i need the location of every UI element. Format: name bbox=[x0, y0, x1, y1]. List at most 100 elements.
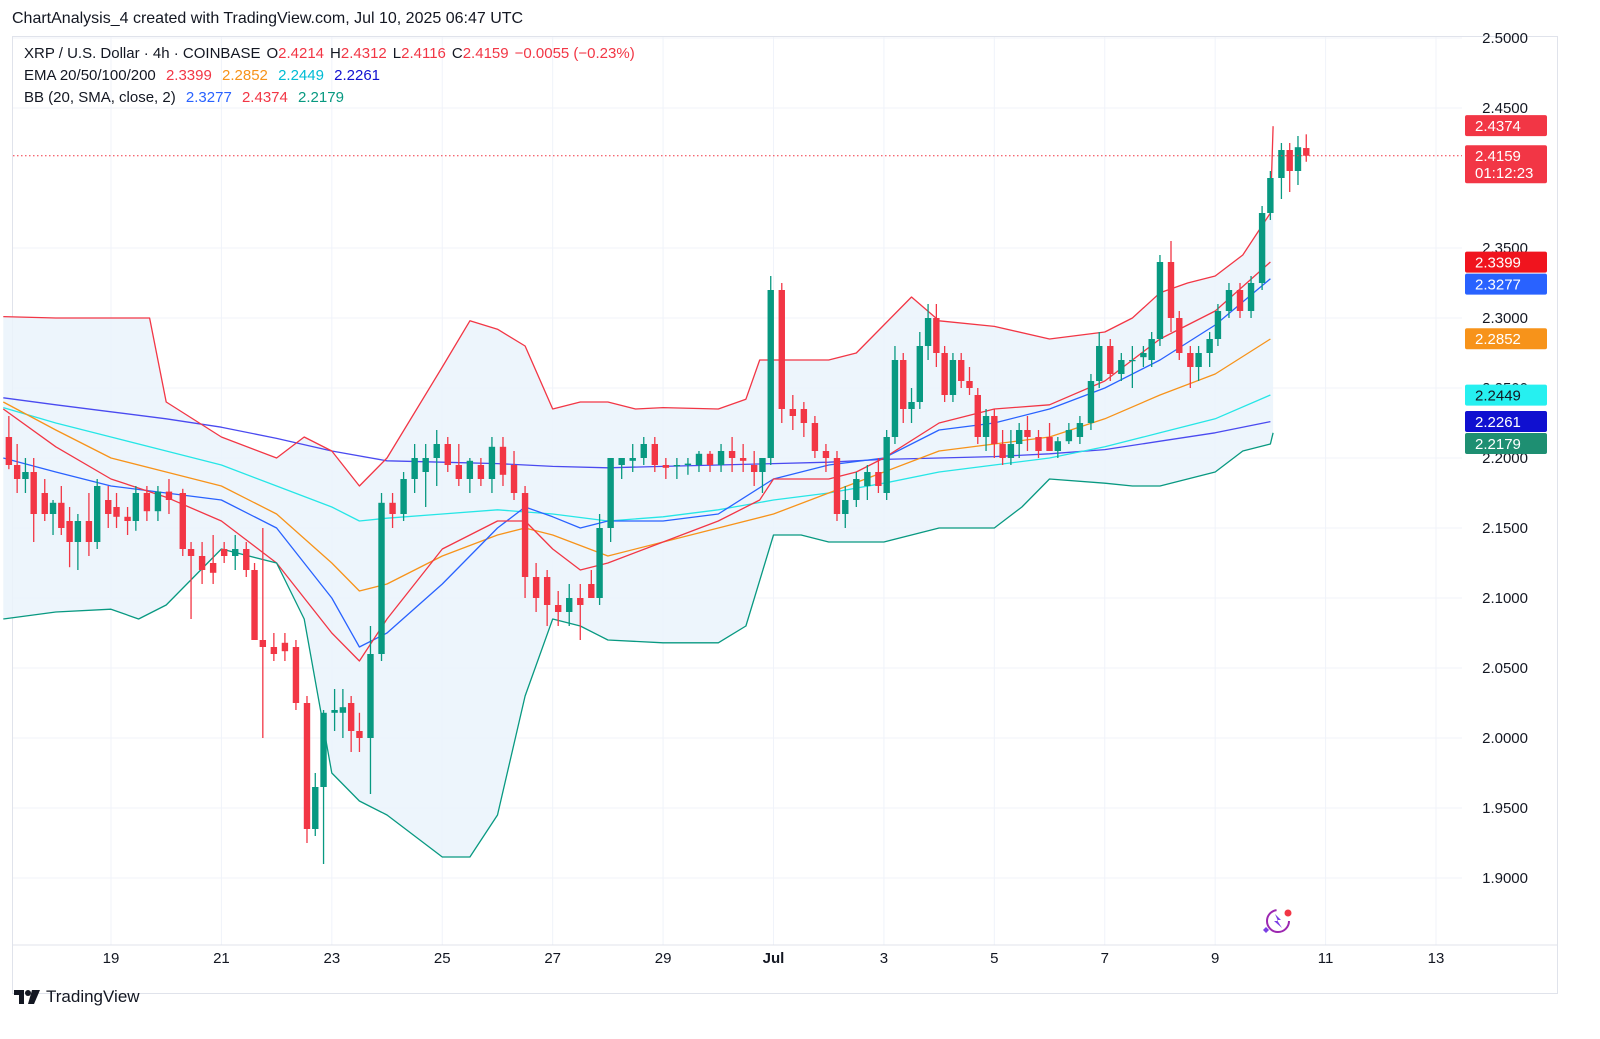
candle-up bbox=[74, 514, 82, 570]
candle-up bbox=[767, 276, 774, 465]
bb-basis-value: 2.3277 bbox=[185, 89, 232, 106]
candle-body bbox=[1247, 283, 1255, 311]
candle-up bbox=[853, 472, 860, 507]
candle-body bbox=[1087, 381, 1095, 423]
candle-body bbox=[1225, 290, 1233, 311]
candle-body bbox=[941, 353, 948, 395]
candle-body bbox=[999, 444, 1006, 458]
time-tick-label: 25 bbox=[434, 950, 451, 967]
candle-body bbox=[982, 416, 990, 437]
candle-down bbox=[66, 507, 73, 568]
candle-up bbox=[1195, 346, 1202, 381]
candle-body bbox=[883, 437, 890, 493]
bb-area bbox=[3, 126, 1274, 857]
time-tick-label: 27 bbox=[544, 950, 561, 967]
candle-body bbox=[673, 465, 681, 467]
candle-up bbox=[1140, 346, 1147, 367]
candle-down bbox=[958, 353, 965, 388]
tradingview-footer[interactable]: TradingView bbox=[14, 987, 140, 1007]
candle-body bbox=[1187, 353, 1194, 367]
candle-body bbox=[958, 360, 965, 381]
candle-body bbox=[331, 710, 338, 713]
candle-down bbox=[209, 535, 217, 584]
price-tag-bg bbox=[1465, 273, 1547, 295]
candle-up bbox=[433, 430, 440, 486]
candle-body bbox=[1096, 346, 1103, 381]
candle-body bbox=[356, 731, 363, 738]
chart-attribution: ChartAnalysis_4 created with TradingView… bbox=[12, 10, 524, 27]
candle-up bbox=[883, 430, 890, 500]
symbol-name[interactable]: XRP / U.S. Dollar · 4h · COINBASE bbox=[24, 45, 261, 62]
candle-body bbox=[132, 493, 140, 521]
candle-down bbox=[113, 493, 120, 528]
candle-down bbox=[900, 353, 907, 423]
ema50-value: 2.2852 bbox=[222, 67, 268, 84]
candle-down bbox=[941, 346, 948, 402]
candle-down bbox=[1046, 423, 1053, 451]
ema-legend[interactable]: EMA 20/50/100/200 2.3399 2.2852 2.2449 2… bbox=[24, 67, 386, 84]
candle-down bbox=[1303, 134, 1310, 162]
candle-body bbox=[1236, 290, 1244, 311]
bb-label[interactable]: BB (20, SMA, close, 2) bbox=[24, 89, 176, 106]
bb-legend[interactable]: BB (20, SMA, close, 2) 2.3277 2.4374 2.2… bbox=[24, 89, 350, 106]
time-tick-label: 7 bbox=[1101, 950, 1109, 967]
candle-up bbox=[1076, 416, 1084, 444]
candle-down bbox=[800, 402, 808, 437]
candle-up bbox=[331, 689, 338, 731]
candle-up bbox=[916, 332, 924, 409]
candle-body bbox=[1046, 437, 1053, 451]
candle-body bbox=[554, 605, 562, 612]
price-tick-label: 1.9000 bbox=[1482, 870, 1528, 887]
candle-body bbox=[640, 444, 647, 458]
ema20-value: 2.3399 bbox=[165, 67, 212, 84]
candle-body bbox=[320, 712, 327, 787]
candle-body bbox=[900, 360, 907, 409]
candle-up bbox=[1148, 332, 1155, 367]
candle-body bbox=[908, 402, 915, 409]
candle-down bbox=[662, 458, 670, 479]
candle-body bbox=[74, 521, 82, 542]
candle-up bbox=[759, 458, 766, 493]
candle-down bbox=[577, 584, 584, 640]
high-label: H bbox=[330, 45, 341, 62]
candle-body bbox=[1007, 444, 1015, 458]
time-tick-label: 23 bbox=[323, 950, 340, 967]
time-axis[interactable]: 19 21 23 25 27 29 Jul 3 5 7 9 11 13 bbox=[103, 950, 1445, 967]
ai-assistant-icon[interactable] bbox=[1263, 909, 1292, 934]
candle-up bbox=[1015, 423, 1023, 458]
candle-down bbox=[347, 696, 355, 752]
candle-body bbox=[853, 479, 860, 500]
candle-body bbox=[1176, 318, 1183, 353]
close-value: 2.4159 bbox=[462, 45, 509, 62]
candle-up bbox=[93, 479, 101, 549]
price-tag-value: 2.2449 bbox=[1475, 388, 1521, 405]
candle-body bbox=[165, 491, 173, 500]
candlesticks bbox=[5, 134, 1310, 864]
candle-body bbox=[1148, 339, 1155, 360]
candle-up bbox=[640, 437, 647, 465]
bb-upper-value: 2.4374 bbox=[241, 89, 288, 106]
candle-body bbox=[739, 458, 747, 461]
candle-up bbox=[629, 444, 636, 472]
candle-down bbox=[281, 633, 289, 661]
candle-down bbox=[1187, 346, 1194, 388]
candle-body bbox=[220, 549, 228, 556]
candle-body bbox=[93, 486, 101, 542]
close-label: C bbox=[451, 45, 463, 62]
candle-up bbox=[320, 710, 327, 864]
candle-body bbox=[924, 318, 932, 346]
candle-up bbox=[566, 584, 573, 626]
candle-up bbox=[411, 444, 418, 493]
price-tick-label: 2.1500 bbox=[1482, 520, 1528, 537]
ema-label[interactable]: EMA 20/50/100/200 bbox=[24, 67, 156, 84]
symbol-legend[interactable]: XRP / U.S. Dollar · 4h · COINBASE O2.4214… bbox=[24, 45, 641, 62]
time-tick-label: 3 bbox=[880, 950, 888, 967]
change-value: −0.0055 (−0.23%) bbox=[514, 45, 635, 62]
candle-up bbox=[1156, 255, 1164, 346]
candle-down bbox=[5, 416, 13, 470]
candle-up bbox=[982, 409, 990, 451]
candle-up bbox=[1118, 353, 1125, 381]
candle-body bbox=[966, 381, 973, 388]
